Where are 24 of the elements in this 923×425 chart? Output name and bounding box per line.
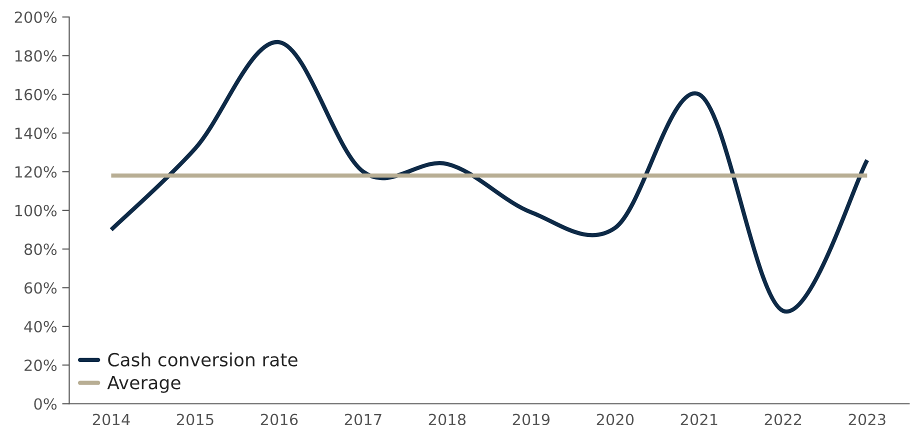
x-tick-label: 2022	[764, 414, 802, 425]
y-tick-label: 180%	[15, 50, 57, 62]
x-tick-label: 2014	[92, 414, 130, 425]
line-series	[109, 40, 870, 314]
y-tick-label: 120%	[15, 166, 57, 178]
y-tick-label: 200%	[14, 11, 57, 24]
y-tick-label: 60%	[24, 282, 57, 294]
x-tick-label: 2020	[596, 414, 634, 425]
y-tick-label: 100%	[15, 204, 57, 216]
y-tick-label: 140%	[15, 127, 57, 140]
legend-label: Cash conversion rate	[108, 352, 298, 367]
y-tick-label: 0%	[34, 398, 57, 410]
x-tick-label: 2017	[344, 414, 382, 425]
y-tick-label: 40%	[24, 320, 57, 332]
x-tick-label: 2018	[428, 414, 466, 425]
y-tick-label: 20%	[24, 360, 57, 372]
y-tick-label: 80%	[24, 244, 57, 256]
x-tick-label: 2016	[260, 414, 298, 425]
x-tick-label: 2021	[680, 414, 718, 425]
x-tick-label: 2019	[512, 414, 550, 425]
y-tick-label: 160%	[15, 88, 57, 100]
x-tick-label: 2023	[848, 414, 886, 425]
legend-label: Average	[107, 376, 180, 393]
x-tick-label: 2015	[176, 414, 214, 425]
